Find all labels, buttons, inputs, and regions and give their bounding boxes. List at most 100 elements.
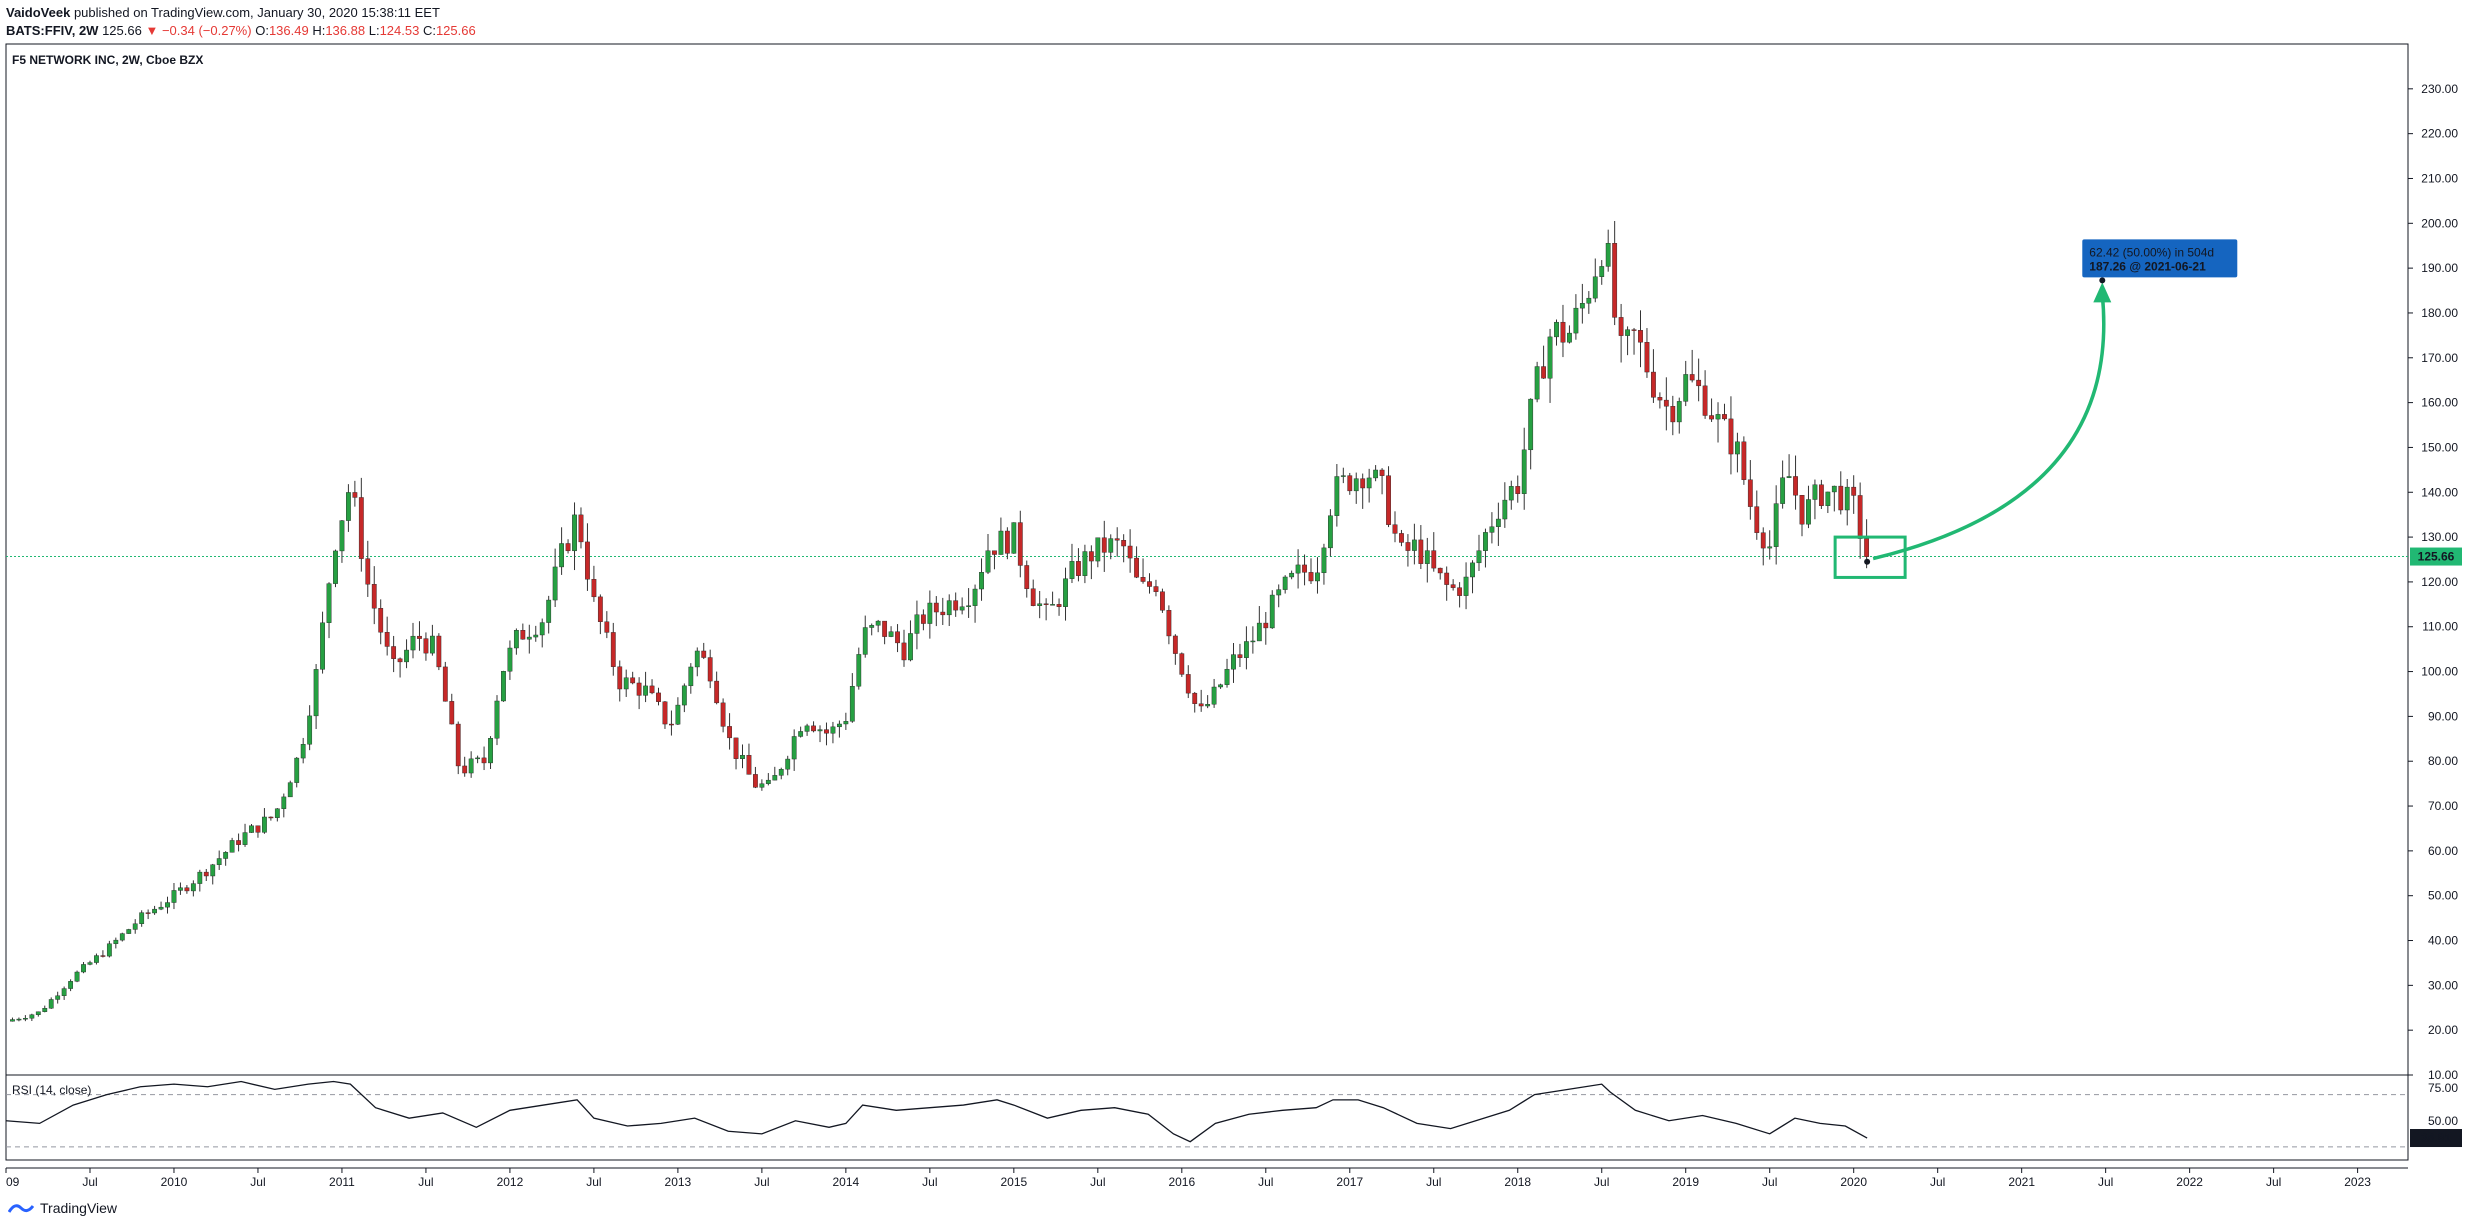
candle-body	[1521, 449, 1527, 494]
candle-body	[404, 649, 409, 663]
candle-body	[1547, 336, 1553, 379]
candle-body	[171, 890, 177, 903]
candle-body	[727, 726, 732, 739]
candle-body	[669, 723, 674, 726]
candle-body	[985, 550, 991, 573]
y-tick-label: 190.00	[2421, 261, 2458, 275]
rsi-y-tick-label: 75.00	[2428, 1081, 2458, 1095]
candle-body	[10, 1019, 15, 1022]
rsi-line	[5, 1080, 1868, 1143]
candle-body	[539, 622, 545, 636]
y-tick-label: 110.00	[2422, 620, 2458, 634]
candle-body	[1541, 366, 1546, 379]
candle-body	[1676, 401, 1682, 423]
candle-body	[475, 757, 481, 760]
candle-body	[145, 912, 151, 914]
candle-body	[1276, 589, 1282, 596]
candle-body	[694, 650, 700, 668]
candle-body	[1030, 588, 1036, 606]
candle-body	[423, 638, 429, 654]
candle-body	[139, 912, 145, 924]
candle-body	[656, 692, 661, 702]
candle-body	[610, 632, 616, 667]
candle-body	[358, 497, 364, 559]
author-name[interactable]: VaidoVeek	[6, 5, 71, 20]
y-tick-label: 90.00	[2428, 709, 2458, 723]
tradingview-footer[interactable]: TradingView	[8, 1200, 117, 1216]
candle-body	[1340, 475, 1346, 477]
candle-body	[410, 635, 416, 651]
candle-body	[61, 988, 67, 996]
low-value: 124.53	[379, 23, 420, 38]
chart-frame	[5, 43, 2409, 1161]
candle-body	[623, 677, 629, 690]
y-tick-label: 140.00	[2421, 485, 2458, 499]
candle-body	[22, 1018, 28, 1020]
candle-body	[1399, 533, 1404, 543]
candle-body	[1269, 594, 1275, 629]
candle-body	[662, 701, 668, 725]
candle-body	[442, 666, 448, 702]
candle-body	[35, 1011, 41, 1015]
candle-body	[365, 558, 371, 585]
candle-body	[326, 583, 332, 623]
candle-body	[1166, 610, 1172, 637]
candle-body	[352, 492, 358, 498]
candle-body	[1844, 486, 1850, 511]
x-tick-label: 2017	[1336, 1175, 1363, 1189]
candle-body	[1709, 415, 1714, 420]
candle-body	[720, 702, 726, 727]
candle-body	[1612, 243, 1618, 318]
candle-body	[417, 635, 422, 639]
x-tick-label: Jul	[1090, 1175, 1105, 1189]
candle-body	[1205, 704, 1211, 707]
candle-body	[501, 671, 506, 702]
candle-body	[1231, 654, 1236, 670]
candle-body	[1864, 538, 1870, 557]
candle-body	[836, 723, 842, 728]
candle-body	[307, 715, 313, 745]
candle-body	[1638, 330, 1643, 343]
candle-body	[1579, 303, 1585, 309]
candle-body	[1554, 321, 1559, 338]
candle-body	[966, 605, 972, 607]
candle-body	[1127, 545, 1133, 559]
candle-body	[759, 783, 765, 788]
y-tick-label: 200.00	[2421, 216, 2458, 230]
candle-body	[1605, 243, 1611, 267]
y-tick-label: 130.00	[2421, 530, 2458, 544]
candle-body	[972, 588, 978, 606]
chart-title: F5 NETWORK INC, 2W, Cboe BZX	[12, 53, 203, 67]
x-tick-label: 2018	[1504, 1175, 1531, 1189]
candle-body	[998, 530, 1004, 555]
candle-body	[1592, 276, 1598, 299]
candle-body	[753, 774, 758, 788]
y-tick-label: 220.00	[2421, 127, 2458, 141]
candle-body	[908, 633, 913, 661]
candle-body	[1237, 654, 1243, 658]
candle-body	[1172, 635, 1178, 654]
candle-body	[1747, 479, 1753, 507]
rsi-last-tag	[2410, 1129, 2462, 1148]
candle-body	[1063, 578, 1068, 607]
candle-body	[1457, 587, 1463, 596]
symbol-label: BATS:FFIV, 2W	[6, 23, 99, 38]
x-tick-label: Jul	[1930, 1175, 1945, 1189]
candle-body	[1017, 522, 1023, 566]
candle-body	[849, 686, 855, 722]
candle-body	[100, 955, 106, 957]
candle-body	[733, 737, 739, 759]
candle-body	[68, 981, 74, 989]
candle-body	[1076, 561, 1081, 576]
candle-body	[384, 632, 390, 647]
candle-body	[1812, 484, 1818, 500]
candle-body	[119, 933, 125, 941]
x-tick-label: 2014	[833, 1175, 860, 1189]
candle-body	[1185, 674, 1191, 694]
x-tick-label: 2013	[665, 1175, 692, 1189]
candle-body	[1295, 564, 1301, 574]
x-tick-label: Jul	[418, 1175, 433, 1189]
candle-body	[1767, 546, 1773, 549]
candle-body	[1082, 551, 1088, 576]
